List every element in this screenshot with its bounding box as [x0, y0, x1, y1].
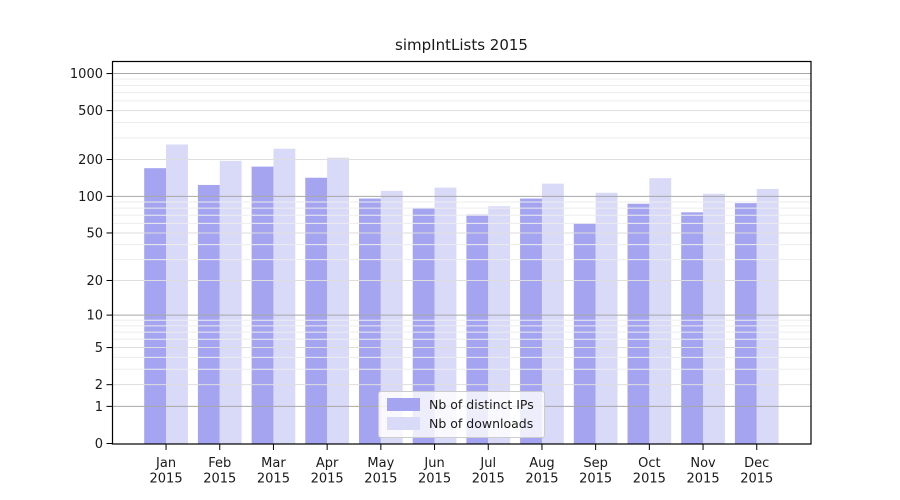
bar-nov-downloads	[703, 193, 725, 444]
bar-oct-downloads	[649, 178, 672, 444]
y-tick-label-20: 20	[86, 274, 103, 289]
x-tick-label-month-jul: Jul	[479, 456, 496, 471]
bar-jan-downloads	[166, 144, 188, 444]
legend-item-downloads: Nb of downloads	[387, 416, 536, 431]
y-axis: 0 1 2 5 10 20 50 100 200 500 1000	[70, 67, 113, 452]
x-tick-label-year-sep: 2015	[579, 472, 612, 487]
x-tick-label-month-jun: Jun	[423, 456, 444, 471]
bar-apr-downloads	[327, 157, 349, 444]
y-gridlines	[112, 73, 811, 407]
x-tick-label-month-mar: Mar	[261, 456, 286, 471]
legend-swatch-downloads	[387, 417, 420, 430]
bar-jul-distinct-ips	[466, 214, 489, 444]
y-tick-label-10: 10	[86, 309, 103, 324]
x-tick-label-year-dec: 2015	[740, 472, 773, 487]
x-tick-label-year-jul: 2015	[472, 472, 505, 487]
y-tick-label-5: 5	[95, 341, 103, 356]
x-tick-label-month-sep: Sep	[583, 456, 608, 471]
plot-frame	[111, 60, 812, 445]
y-tick-label-50: 50	[86, 226, 103, 241]
bar-jan-distinct-ips	[144, 168, 167, 445]
y-tick-label-1000: 1000	[70, 67, 103, 82]
bar-feb-downloads	[219, 160, 242, 445]
x-tick-label-year-apr: 2015	[311, 472, 344, 487]
x-tick-label-year-aug: 2015	[525, 472, 558, 487]
x-tick-label-month-may: May	[367, 456, 394, 471]
legend-label-downloads: Nb of downloads	[429, 416, 534, 431]
x-tick-label-month-jan: Jan	[155, 456, 176, 471]
bar-aug-downloads	[541, 183, 564, 444]
x-tick-label-year-jan: 2015	[150, 472, 183, 487]
y-tick-label-100: 100	[78, 190, 103, 205]
bar-mar-distinct-ips	[251, 166, 274, 444]
chart-legend: Nb of distinct IPs Nb of downloads	[378, 391, 545, 438]
bar-feb-distinct-ips	[197, 184, 220, 444]
x-tick-label-month-feb: Feb	[208, 456, 231, 471]
x-tick-label-month-nov: Nov	[690, 456, 716, 471]
bar-jun-downloads	[434, 187, 457, 444]
bar-mar-downloads	[273, 148, 296, 444]
x-tick-label-year-nov: 2015	[687, 472, 720, 487]
x-tick-label-month-dec: Dec	[744, 456, 769, 471]
legend-label-distinct-ips: Nb of distinct IPs	[429, 397, 534, 412]
bar-sep-distinct-ips	[573, 223, 596, 444]
x-tick-label-year-may: 2015	[364, 472, 397, 487]
chart-title: simpIntLists 2015	[395, 36, 528, 54]
x-tick-label-year-feb: 2015	[203, 472, 236, 487]
legend-item-distinct-ips: Nb of distinct IPs	[387, 397, 536, 412]
x-tick-label-year-mar: 2015	[257, 472, 290, 487]
x-tick-label-month-aug: Aug	[529, 456, 554, 471]
x-tick-label-year-jun: 2015	[418, 472, 451, 487]
bar-oct-distinct-ips	[627, 203, 650, 444]
bar-dec-distinct-ips	[734, 203, 757, 444]
x-tick-label-month-apr: Apr	[316, 456, 339, 471]
bar-apr-distinct-ips	[305, 177, 328, 444]
y-tick-label-2: 2	[95, 378, 103, 393]
bar-nov-distinct-ips	[681, 212, 704, 444]
x-tick-label-year-oct: 2015	[633, 472, 666, 487]
bar-dec-downloads	[756, 188, 779, 444]
y-tick-label-1: 1	[95, 400, 103, 415]
y-tick-label-0: 0	[95, 437, 103, 452]
y-tick-label-500: 500	[78, 104, 103, 119]
x-axis: Jan2015Feb2015Mar2015Apr2015May2015Jun20…	[150, 444, 773, 487]
bar-may-downloads	[380, 190, 403, 444]
bar-sep-downloads	[595, 192, 618, 444]
y-tick-label-200: 200	[78, 153, 103, 168]
x-tick-label-month-oct: Oct	[638, 456, 660, 471]
legend-swatch-distinct-ips	[387, 398, 420, 411]
